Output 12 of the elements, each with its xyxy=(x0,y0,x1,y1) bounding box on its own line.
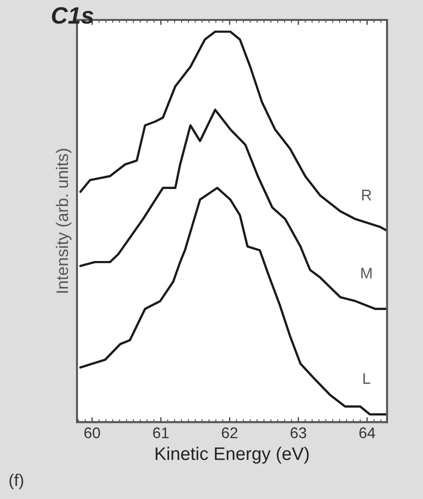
x-tick-label: 62 xyxy=(222,427,238,438)
y-axis-title: Intensity (arb. units) xyxy=(56,148,72,293)
x-tick-label: 64 xyxy=(359,427,376,438)
series-label: R xyxy=(362,190,372,200)
series-label: M xyxy=(361,268,372,278)
text: (f) xyxy=(9,474,24,490)
x-tick-label: 61 xyxy=(153,427,169,438)
series-label: L xyxy=(363,373,370,384)
x-axis-title: Kinetic Energy (eV) xyxy=(156,446,309,464)
x-tick-label: 60 xyxy=(84,427,100,438)
chart-title: C1s xyxy=(52,7,94,24)
x-tick-label: 63 xyxy=(290,427,306,438)
